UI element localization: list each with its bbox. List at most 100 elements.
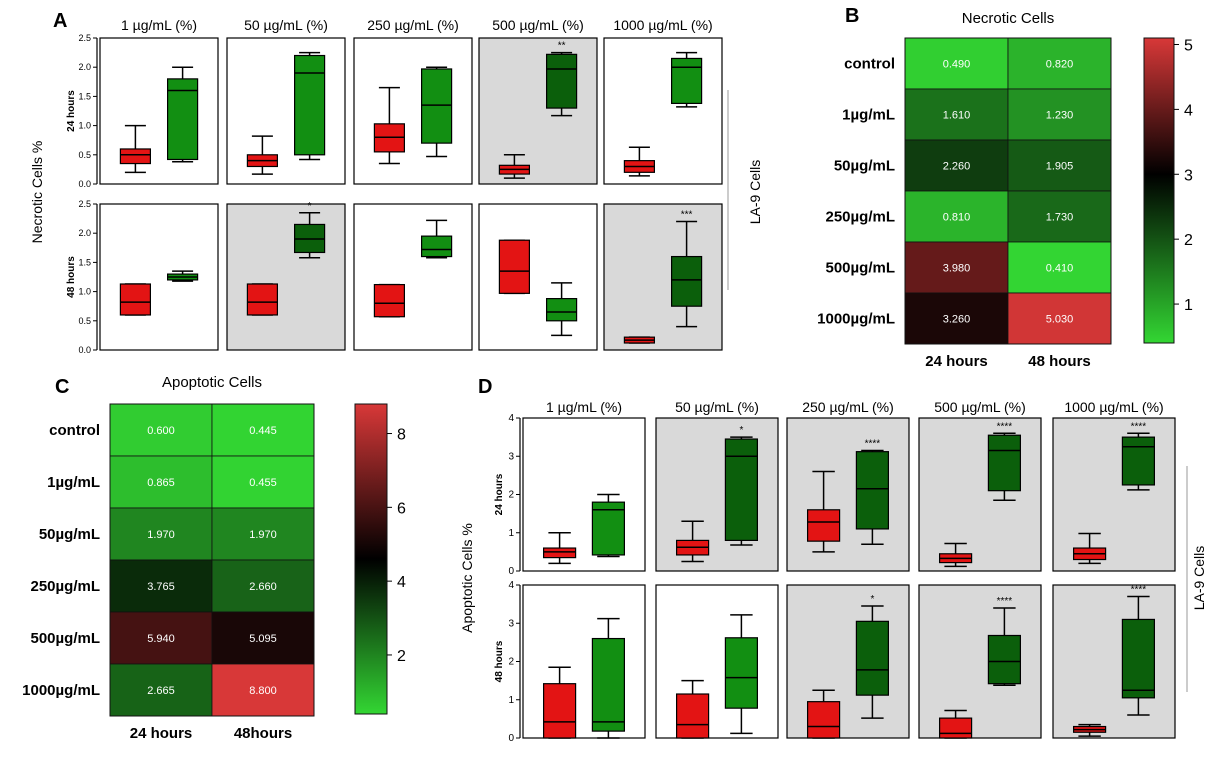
box-48h — [545, 53, 578, 109]
heatmap-cell-value: 3.765 — [147, 581, 175, 593]
significance-marker: ** — [558, 41, 566, 52]
heatmap-cell-value: 0.455 — [249, 477, 277, 489]
box-48h — [294, 54, 326, 156]
significance-marker: * — [308, 201, 312, 212]
y-tick-label: 0 — [508, 566, 514, 577]
y-tick-label: 2 — [508, 490, 514, 501]
heatmap-border — [109, 403, 315, 717]
box-24h — [938, 717, 973, 739]
plot-cell — [99, 203, 219, 351]
significance-marker: **** — [997, 596, 1013, 607]
plot-cell — [522, 584, 646, 739]
row-label: 48 hours — [494, 640, 505, 682]
y-tick-label: 0.5 — [78, 150, 91, 160]
y-tick-label: 1 — [508, 528, 514, 539]
heatmap-cell-value: 0.490 — [943, 59, 971, 71]
plot-cell — [603, 203, 723, 351]
box-24h — [119, 283, 152, 316]
heatmap-row-label: 250µg/mL — [31, 578, 101, 595]
heatmap-col-label: 48 hours — [1028, 353, 1091, 370]
side-label: LA-9 Cells — [1191, 546, 1207, 611]
y-tick-label: 0.0 — [78, 345, 91, 355]
y-tick-label: 3 — [508, 451, 514, 462]
heatmap-cell — [109, 507, 213, 561]
heatmap-cell — [211, 559, 315, 613]
heatmap-row-label: 500µg/mL — [826, 260, 896, 277]
row-label: 24 hours — [494, 473, 505, 515]
box-24h — [373, 283, 405, 318]
heatmap-cell — [211, 455, 315, 509]
y-tick-label: 1 — [508, 695, 514, 706]
color-scale-tick-label: 5 — [1184, 37, 1193, 54]
panel-d-boxplots: 1 µg/mL (%) 50 µg/mL (%) 250 µg/mL (%) 500 … — [459, 399, 1207, 744]
y-tick-label: 3 — [508, 618, 514, 629]
box-48h — [670, 255, 703, 307]
plot-cell — [478, 203, 598, 351]
y-tick-label: 2.0 — [78, 62, 91, 72]
heatmap-cell-value: 8.800 — [249, 685, 277, 697]
row-label: 24 hours — [66, 90, 77, 132]
y-tick-label: 1.5 — [78, 257, 91, 267]
box-24h — [806, 509, 841, 542]
panel-label-b: B — [845, 5, 859, 27]
plot-cell — [353, 203, 473, 351]
box-24h — [806, 701, 841, 739]
box-48h — [545, 298, 578, 322]
heatmap-cell — [1007, 241, 1112, 294]
heatmap-cell-value: 1.905 — [1046, 161, 1074, 173]
heatmap-row-label: 1µg/mL — [842, 107, 895, 124]
y-tick-label: 1.0 — [78, 121, 91, 131]
heatmap-cell-value: 1.970 — [147, 529, 175, 541]
heatmap-cell-value: 1.230 — [1046, 110, 1074, 122]
significance-marker: *** — [681, 210, 693, 221]
heatmap-cell-value: 0.600 — [147, 425, 175, 437]
significance-marker: **** — [1131, 584, 1147, 595]
panel-c-heatmap: Apoptotic Cells control 0.600 0.445 1µg/mL 0.… — [22, 374, 406, 742]
box-24h — [119, 148, 152, 165]
heatmap-cell — [211, 403, 315, 457]
heatmap-row-label: control — [844, 56, 895, 73]
heatmap-row-label: 500µg/mL — [31, 630, 101, 647]
side-label: LA-9 Cells — [747, 160, 763, 225]
heatmap-cell-value: 2.260 — [943, 161, 971, 173]
heatmap-cell — [904, 190, 1009, 243]
box-24h — [675, 693, 710, 739]
plot-cell — [655, 417, 779, 572]
column-header: 250 µg/mL (%) — [802, 399, 894, 415]
panel-b-heatmap: Necrotic Cells control 0.490 0.820 1µg/mL 1.6… — [817, 10, 1193, 370]
heatmap-row-label: 1µg/mL — [47, 474, 100, 491]
y-tick-label: 2.5 — [78, 33, 91, 43]
column-header: 1000 µg/mL (%) — [613, 17, 712, 33]
y-tick-label: 0.5 — [78, 316, 91, 326]
heatmap-cell-value: 1.610 — [943, 110, 971, 122]
y-tick-label: 4 — [508, 413, 514, 424]
heatmap-cell-value: 1.730 — [1046, 212, 1074, 224]
heatmap-col-label: 24 hours — [925, 353, 988, 370]
box-48h — [591, 637, 626, 732]
box-24h — [542, 683, 577, 739]
heatmap-cell-value: 2.660 — [249, 581, 277, 593]
heatmap-cell — [211, 507, 315, 561]
box-48h — [987, 434, 1022, 492]
box-48h — [1121, 618, 1156, 699]
panel-label-a: A — [53, 10, 67, 32]
color-scale-tick-label: 2 — [397, 648, 406, 665]
y-tick-label: 2.0 — [78, 228, 91, 238]
column-header: 250 µg/mL (%) — [367, 17, 459, 33]
plot-cell — [918, 584, 1042, 739]
significance-marker: **** — [865, 439, 881, 450]
heatmap-row-label: 1000µg/mL — [22, 682, 100, 699]
heatmap-row-label: 250µg/mL — [826, 209, 896, 226]
heatmap-row-label: 50µg/mL — [39, 526, 100, 543]
column-header: 500 µg/mL (%) — [492, 17, 584, 33]
heatmap-row-label: 1000µg/mL — [817, 311, 895, 328]
significance-marker: * — [739, 425, 743, 436]
y-tick-label: 1.0 — [78, 287, 91, 297]
box-48h — [987, 634, 1022, 685]
box-24h — [498, 239, 530, 294]
color-scale-bar — [354, 403, 388, 715]
box-48h — [167, 78, 199, 161]
color-scale-tick-label: 8 — [397, 427, 406, 444]
significance-marker: **** — [1131, 421, 1147, 432]
heatmap-cell — [211, 611, 315, 665]
